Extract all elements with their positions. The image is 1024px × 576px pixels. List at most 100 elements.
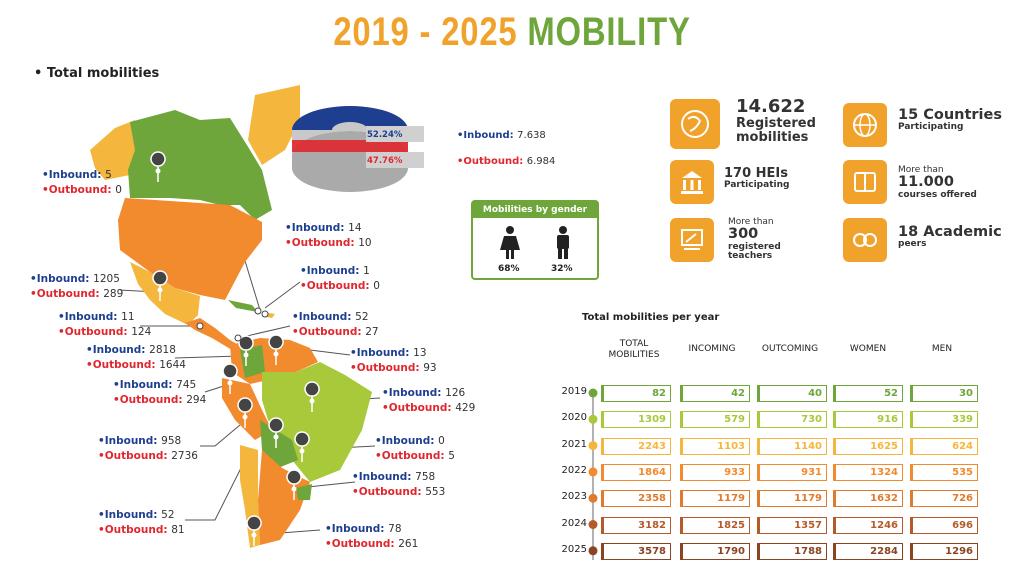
year-label: 2023	[561, 491, 587, 503]
table-cell: 1103	[680, 437, 750, 455]
outbound-label: Outbound:	[104, 450, 168, 462]
alaska-shape	[90, 120, 140, 180]
academic-value: 18 Academic	[898, 224, 1002, 240]
academic-label: peers	[898, 239, 927, 250]
year-label: 2019	[561, 386, 587, 397]
outbound-label: Outbound:	[64, 326, 128, 338]
pin-icon	[196, 322, 204, 330]
inbound-value: 745	[176, 379, 197, 391]
teacher-icon	[670, 218, 714, 262]
outbound-value: 261	[398, 538, 419, 550]
outbound-label: Outbound:	[119, 394, 183, 406]
outbound-percent: 47.76%	[367, 156, 403, 166]
country-label: •Inbound: 0 •Outbound: 5	[375, 435, 455, 462]
col-outcoming: OUTCOMING	[761, 344, 819, 354]
table-cell: 1788	[757, 542, 827, 560]
col-men: MEN	[931, 344, 953, 354]
table-cell: 30	[910, 385, 978, 402]
pin-icon	[238, 335, 254, 367]
inbound-label: Inbound:	[119, 379, 173, 391]
country-label: •Inbound: 2818 •Outbound: 1644	[86, 344, 186, 371]
men-percent: 32%	[551, 264, 573, 274]
country-label: •Inbound: 758 •Outbound: 553	[352, 471, 446, 498]
stat-heis: 170 HEIs Participating	[724, 167, 789, 190]
inbound-label: Inbound:	[104, 435, 158, 447]
title-years: 2019 - 2025	[333, 10, 518, 54]
mexico-shape	[130, 262, 200, 325]
inbound-value: 1	[363, 265, 370, 277]
country-label: •Inbound: 958 •Outbound: 2736	[98, 435, 198, 462]
year-label: 2021	[561, 438, 587, 450]
inbound-value: 52	[355, 311, 369, 323]
table-cell: 1246	[833, 516, 903, 534]
table-cell: 696	[910, 516, 978, 534]
pin-icon	[222, 363, 238, 395]
inbound-value: 126	[445, 387, 466, 399]
outbound-value: 553	[425, 486, 446, 498]
inbound-label: Inbound:	[48, 169, 102, 181]
table-cell: 2358	[601, 490, 671, 508]
inbound-value: 758	[415, 471, 436, 483]
pin-icon	[286, 469, 302, 501]
pin-icon	[234, 334, 242, 342]
gender-box: Mobilities by gender 68% 32%	[471, 200, 599, 280]
year-label: 2025	[561, 543, 587, 555]
inbound-label: Inbound:	[388, 387, 442, 399]
col-women: WOMEN	[849, 344, 887, 354]
country-label: •Inbound: 52 •Outbound: 81	[98, 509, 185, 536]
greenland-shape	[248, 85, 300, 165]
total-mobilities-heading: • Total mobilities	[34, 66, 160, 81]
table-cell: 730	[757, 411, 827, 429]
inbound-value: 5	[105, 169, 112, 181]
total-inbound-label: Inbound:	[463, 130, 514, 141]
table-cell: 339	[910, 411, 978, 429]
total-outbound: •Outbound: 6.984	[457, 156, 556, 167]
table-cell: 3182	[601, 516, 671, 534]
man-icon	[557, 226, 569, 259]
total-inbound-value: 7.638	[517, 130, 546, 141]
year-label: 2024	[561, 517, 587, 529]
leader-line	[309, 349, 351, 356]
countries-label: Participating	[898, 122, 964, 133]
women-percent: 68%	[498, 264, 520, 274]
country-label: •Inbound: 1 •Outbound: 0	[300, 265, 380, 292]
pin-icon	[268, 417, 284, 449]
pin-icon	[237, 397, 253, 429]
outbound-value: 289	[103, 288, 124, 300]
table-cell: 1864	[601, 463, 671, 481]
bolivia-shape	[260, 420, 298, 468]
table-cell: 2284	[833, 542, 903, 560]
table-cell: 2243	[601, 437, 671, 455]
inbound-label: Inbound:	[356, 347, 410, 359]
pin-icon	[254, 307, 262, 315]
total-outbound-value: 6.984	[526, 156, 556, 167]
country-label: •Inbound: 5 •Outbound: 0	[42, 169, 122, 196]
courses-pre: More than	[898, 165, 944, 175]
heis-label: Participating	[724, 179, 790, 190]
teachers-pre: More than	[728, 217, 774, 227]
canada-shape	[128, 110, 272, 220]
table-title: Total mobilities per year	[582, 312, 720, 323]
outbound-value: 124	[131, 326, 152, 338]
outbound-label: Outbound:	[92, 359, 156, 371]
inbound-label: Inbound:	[92, 344, 146, 356]
outbound-value: 0	[373, 280, 380, 292]
country-label: •Inbound: 1205 •Outbound: 289	[30, 273, 124, 300]
outbound-label: Outbound:	[306, 280, 370, 292]
stat-countries: 15 Countries Participating	[898, 107, 1002, 133]
table-cell: 1140	[757, 437, 827, 455]
country-label: •Inbound: 78 •Outbound: 261	[325, 523, 419, 550]
table-cell: 1625	[833, 437, 903, 455]
table-cell: 535	[910, 463, 978, 481]
country-label: •Inbound: 745 •Outbound: 294	[113, 379, 207, 406]
world-icon	[670, 99, 720, 149]
inbound-value: 2818	[149, 344, 176, 356]
pin-icon	[261, 310, 269, 318]
pin-icon	[150, 151, 166, 183]
pin-icon	[294, 431, 310, 463]
table-cell: 579	[680, 411, 750, 429]
inbound-label: Inbound:	[331, 523, 385, 535]
pin-icon	[152, 270, 168, 302]
year-label: 2020	[561, 412, 587, 424]
inbound-label: Inbound:	[358, 471, 412, 483]
